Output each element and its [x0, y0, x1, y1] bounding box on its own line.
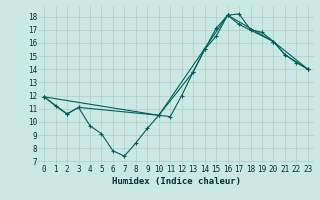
X-axis label: Humidex (Indice chaleur): Humidex (Indice chaleur) [111, 177, 241, 186]
